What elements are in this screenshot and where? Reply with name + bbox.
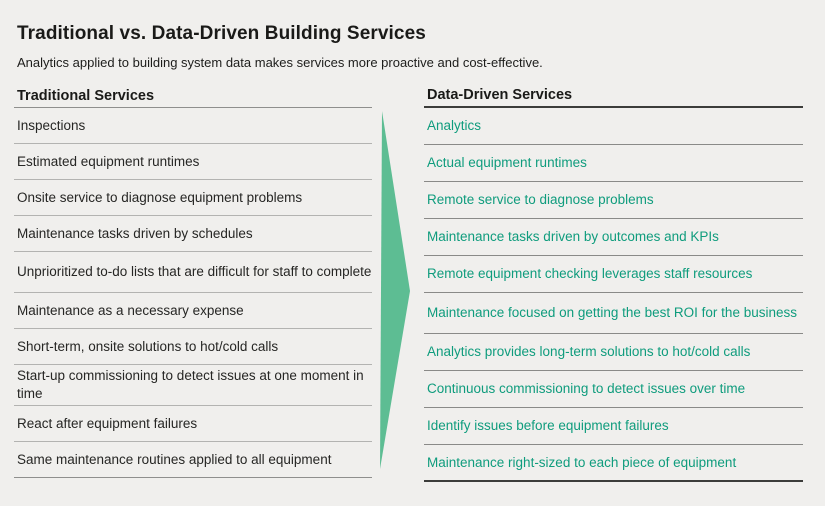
table-row: Maintenance tasks driven by outcomes and… <box>424 219 803 256</box>
table-row: Estimated equipment runtimes <box>14 144 372 180</box>
table-row: Short-term, onsite solutions to hot/cold… <box>14 329 372 365</box>
comparison-table: Traditional Services Inspections Estimat… <box>14 84 825 482</box>
table-row: Continuous commissioning to detect issue… <box>424 371 803 408</box>
table-row: Remote equipment checking leverages staf… <box>424 256 803 293</box>
table-row: Same maintenance routines applied to all… <box>14 442 372 478</box>
table-row: Onsite service to diagnose equipment pro… <box>14 180 372 216</box>
table-row: Maintenance tasks driven by schedules <box>14 216 372 252</box>
table-row: Analytics provides long-term solutions t… <box>424 334 803 371</box>
data-driven-column: Data-Driven Services Analytics Actual eq… <box>424 84 803 482</box>
table-row: Start-up commissioning to detect issues … <box>14 365 372 406</box>
table-row: Actual equipment runtimes <box>424 145 803 182</box>
table-row: Maintenance right-sized to each piece of… <box>424 445 803 482</box>
column-gap <box>372 84 424 482</box>
traditional-column: Traditional Services Inspections Estimat… <box>14 84 372 482</box>
table-row: Maintenance focused on getting the best … <box>424 293 803 334</box>
table-row: Remote service to diagnose problems <box>424 182 803 219</box>
table-row: Inspections <box>14 108 372 144</box>
page-title: Traditional vs. Data-Driven Building Ser… <box>17 23 426 44</box>
table-row: React after equipment failures <box>14 406 372 442</box>
table-row: Analytics <box>424 108 803 145</box>
data-driven-column-heading: Data-Driven Services <box>424 84 803 108</box>
page-subtitle: Analytics applied to building system dat… <box>17 55 543 70</box>
table-row: Unprioritized to-do lists that are diffi… <box>14 252 372 293</box>
table-row: Maintenance as a necessary expense <box>14 293 372 329</box>
traditional-column-heading: Traditional Services <box>14 84 372 108</box>
table-row: Identify issues before equipment failure… <box>424 408 803 445</box>
